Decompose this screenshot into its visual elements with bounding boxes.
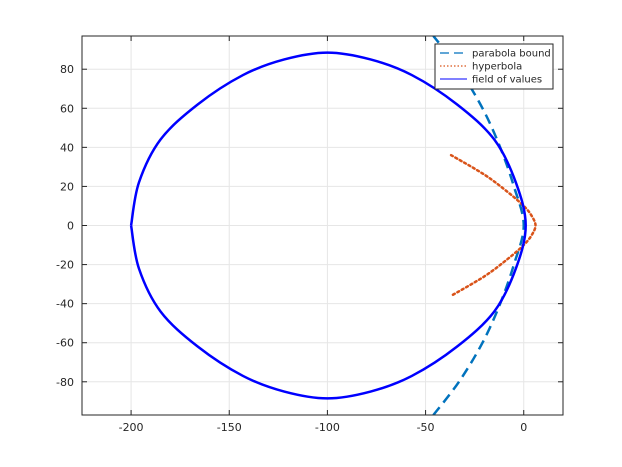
x-tick-label: -200 [119,421,144,434]
y-tick-label: 0 [67,220,74,233]
series-group [129,36,537,415]
y-tick-label: 80 [60,63,74,76]
legend: parabola bound hyperbola field of values [434,43,554,90]
x-tick-label: -100 [315,421,340,434]
legend-label: field of values [472,75,542,86]
series-line-field-of-values [129,51,527,400]
x-tick-label: -50 [417,421,435,434]
y-tick-label: -40 [56,298,74,311]
legend-label: parabola bound [472,49,551,60]
x-tick-label: 0 [520,421,527,434]
y-tick-label: -60 [56,337,74,350]
grid [82,36,563,415]
y-tick-label: 40 [60,141,74,154]
plot-area [129,36,537,415]
series-line-hyperbola [449,153,537,298]
series-line-parabola-bound [432,36,525,415]
x-tick-label: -150 [217,421,242,434]
y-tick-label: -80 [56,376,74,389]
legend-label: hyperbola [472,62,522,73]
y-tick-label: -20 [56,259,74,272]
y-tick-label: 60 [60,102,74,115]
y-tick-label: 20 [60,180,74,193]
